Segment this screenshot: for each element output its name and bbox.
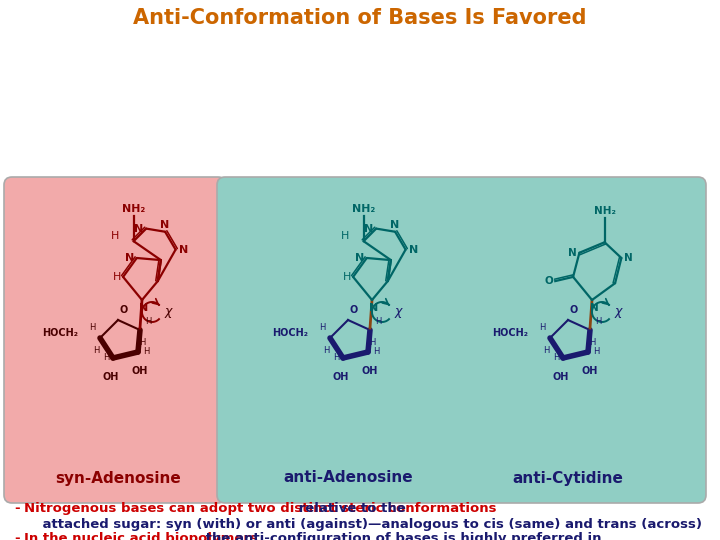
Text: N: N [590,303,598,313]
Text: OH: OH [132,366,148,376]
Text: O: O [120,305,128,315]
Text: χ: χ [395,306,402,319]
Text: H: H [89,323,96,332]
Text: , the anti-configuration of bases is highly preferred in: , the anti-configuration of bases is hig… [196,532,601,540]
Text: H: H [93,346,99,355]
Text: O: O [544,276,553,286]
Text: O: O [350,305,359,315]
Text: χ: χ [615,306,622,319]
Text: N: N [369,303,379,313]
Text: N: N [567,248,577,258]
Text: H: H [111,231,120,241]
Text: OH: OH [582,366,598,376]
Text: NH₂: NH₂ [122,204,145,214]
Text: N: N [179,245,188,254]
Text: H: H [139,338,145,347]
Text: relative to the: relative to the [294,502,406,515]
Text: In the nucleic acid biopolymers: In the nucleic acid biopolymers [24,532,258,540]
Text: H: H [333,354,339,362]
FancyBboxPatch shape [4,177,226,503]
Text: HOCH₂: HOCH₂ [272,328,308,338]
Text: H: H [589,338,595,347]
Text: N: N [125,253,134,263]
Text: H: H [595,317,601,326]
Text: HOCH₂: HOCH₂ [42,328,78,338]
Text: -: - [14,532,19,540]
Text: χ: χ [165,306,172,319]
Text: NH₂: NH₂ [593,206,616,216]
Text: anti-Adenosine: anti-Adenosine [283,470,413,485]
Text: Nitrogenous bases can adopt two distinct steric conformations: Nitrogenous bases can adopt two distinct… [24,502,497,515]
FancyBboxPatch shape [217,177,706,503]
Text: H: H [341,231,350,241]
Text: N: N [140,303,148,313]
Text: OH: OH [333,372,349,382]
Text: H: H [539,323,546,332]
Text: N: N [624,253,633,263]
Text: OH: OH [103,372,120,382]
Text: H: H [320,323,326,332]
Text: N: N [134,224,143,234]
Text: NH₂: NH₂ [352,204,375,214]
Text: H: H [373,348,379,356]
Text: N: N [390,220,400,229]
Text: H: H [343,272,351,282]
Text: O: O [570,305,578,315]
Text: N: N [409,245,418,254]
Text: H: H [143,348,149,356]
Text: N: N [364,224,373,234]
Text: N: N [354,253,364,263]
Text: Anti-Conformation of Bases Is Favored: Anti-Conformation of Bases Is Favored [133,8,587,28]
Text: OH: OH [553,372,570,382]
Text: H: H [369,338,375,347]
Text: OH: OH [362,366,378,376]
Text: -: - [14,502,19,515]
Text: H: H [553,354,559,362]
Text: H: H [103,354,109,362]
Text: H: H [113,272,121,282]
Text: H: H [375,317,382,326]
Text: attached sugar: syn (with) or anti (against)—analogous to cis (same) and trans (: attached sugar: syn (with) or anti (agai… [24,518,702,531]
Text: H: H [323,346,329,355]
Text: H: H [145,317,151,326]
Text: H: H [543,346,549,355]
Text: N: N [161,220,170,229]
Text: HOCH₂: HOCH₂ [492,328,528,338]
Text: syn-Adenosine: syn-Adenosine [55,470,181,485]
Text: anti-Cytidine: anti-Cytidine [513,470,624,485]
Text: H: H [593,348,599,356]
